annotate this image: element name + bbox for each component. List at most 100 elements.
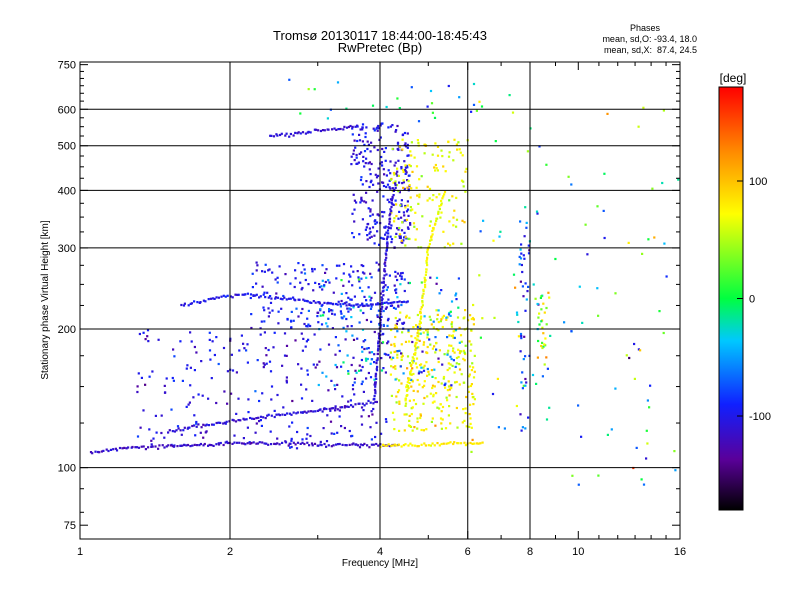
y-tick-label: 500 (58, 141, 76, 153)
data-point (438, 193, 441, 196)
data-point (373, 353, 376, 356)
data-point (606, 112, 609, 115)
data-point (422, 341, 426, 344)
data-point (411, 406, 414, 409)
data-point (373, 330, 376, 334)
data-point (375, 303, 378, 306)
data-point (389, 301, 392, 305)
data-point (362, 311, 365, 315)
data-point (429, 89, 433, 93)
data-point (390, 394, 393, 397)
data-point (536, 356, 539, 359)
data-point (457, 348, 460, 351)
chart-subtitle: RwPretec (Bp) (338, 40, 423, 55)
data-point (359, 178, 363, 182)
data-point (473, 354, 476, 357)
data-point (319, 129, 322, 133)
data-point (445, 316, 448, 319)
data-point (415, 324, 418, 327)
data-point (394, 367, 397, 370)
data-point (255, 282, 258, 285)
data-point (215, 443, 218, 446)
data-point (414, 238, 417, 241)
data-point (519, 248, 522, 251)
data-point (365, 318, 368, 322)
data-point (464, 407, 467, 410)
data-point (383, 226, 386, 229)
data-point (503, 427, 506, 430)
data-point (426, 333, 429, 336)
data-point (462, 357, 465, 360)
data-point (538, 323, 541, 326)
data-point (400, 343, 403, 346)
data-point (661, 181, 664, 185)
data-point (356, 337, 359, 340)
data-point (267, 413, 270, 416)
data-point (307, 130, 310, 133)
data-point (406, 226, 410, 229)
data-point (358, 402, 361, 405)
data-point (327, 444, 330, 447)
data-point (279, 133, 282, 137)
phases-legend: Phases mean, sd,O: -93.4, 18.0 mean, sd,… (602, 23, 697, 55)
data-point (369, 272, 372, 275)
data-point (254, 294, 257, 297)
data-point (179, 429, 182, 432)
data-point (314, 128, 318, 131)
data-point (385, 253, 388, 256)
data-point (406, 367, 409, 370)
data-point (248, 441, 251, 444)
data-point (255, 442, 258, 445)
data-point (545, 163, 548, 166)
data-point (673, 450, 676, 453)
data-point (312, 410, 315, 413)
data-point (431, 229, 434, 233)
data-point (540, 344, 543, 348)
data-point (438, 205, 441, 208)
data-point (472, 376, 476, 379)
data-point (409, 370, 412, 374)
data-point (408, 377, 411, 380)
data-point (647, 238, 650, 241)
data-point (418, 325, 421, 328)
data-point (419, 317, 422, 320)
data-point (428, 373, 431, 376)
data-point (441, 418, 444, 421)
data-point (316, 409, 319, 412)
data-point (259, 295, 262, 298)
data-point (320, 323, 324, 326)
data-point (406, 208, 410, 211)
data-point (273, 409, 276, 412)
data-point (320, 444, 323, 447)
data-point (202, 436, 205, 439)
data-point (541, 326, 544, 329)
data-point (442, 377, 445, 380)
data-point (586, 253, 589, 256)
data-point (358, 321, 361, 324)
data-point (410, 335, 413, 338)
data-point (433, 444, 436, 447)
data-point (462, 185, 465, 188)
data-point (321, 303, 324, 306)
data-point (360, 176, 363, 179)
data-point (338, 409, 341, 412)
data-point (436, 406, 439, 409)
data-point (374, 173, 377, 176)
data-point (390, 199, 393, 202)
data-point (367, 304, 370, 307)
data-point (422, 292, 425, 295)
data-point (451, 349, 455, 353)
data-point (316, 363, 319, 366)
data-point (480, 105, 484, 108)
data-point (390, 238, 394, 241)
data-point (394, 324, 397, 327)
data-point (401, 148, 404, 151)
data-point (537, 316, 540, 319)
data-point (392, 444, 395, 447)
data-point (400, 229, 404, 232)
data-point (453, 371, 456, 374)
data-point (392, 203, 395, 206)
data-point (213, 297, 216, 300)
data-point (146, 335, 149, 338)
data-point (433, 385, 436, 388)
